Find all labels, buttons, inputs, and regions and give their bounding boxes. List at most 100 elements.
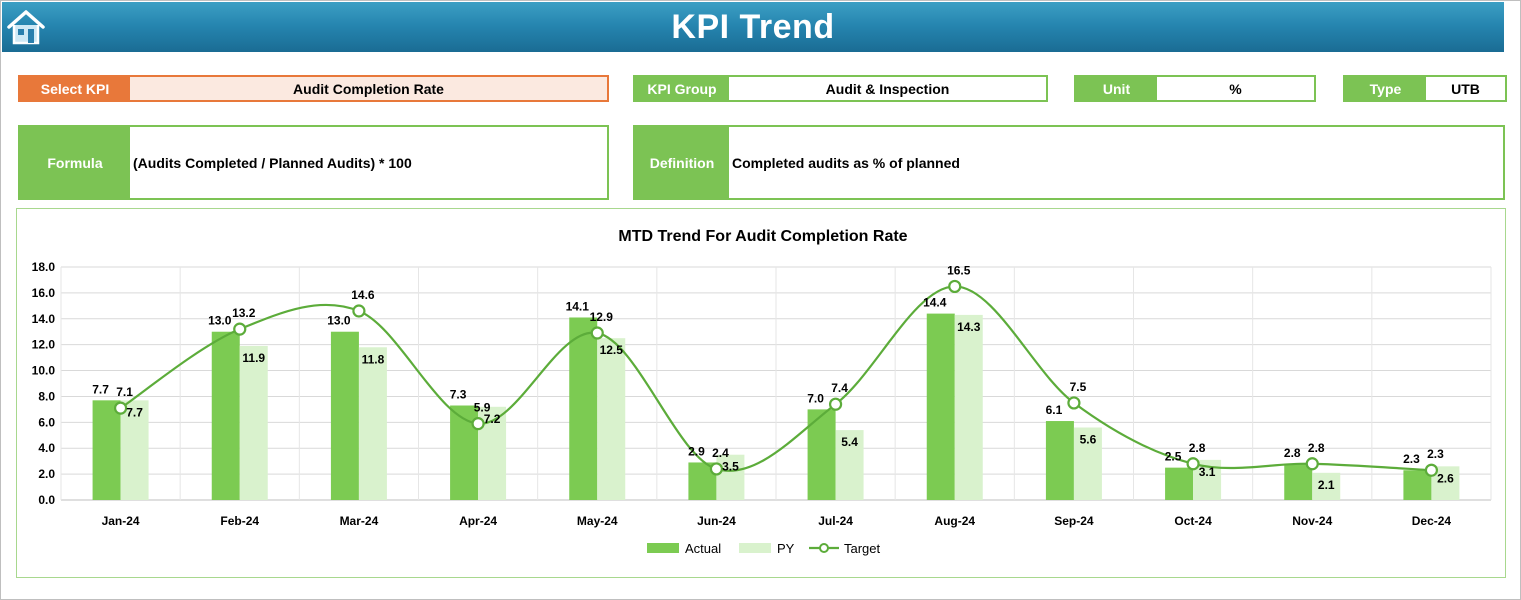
- x-tick-label: Jun-24: [697, 514, 736, 528]
- x-tick-label: May-24: [577, 514, 618, 528]
- target-data-label: 5.9: [474, 401, 491, 415]
- formula-label: Formula: [20, 127, 130, 198]
- actual-data-label: 7.7: [92, 382, 109, 396]
- py-bar: [1312, 472, 1341, 500]
- x-tick-label: Aug-24: [934, 514, 975, 528]
- y-tick-label: 12.0: [32, 338, 56, 352]
- header-bar: KPI Trend: [2, 2, 1504, 52]
- py-data-label: 2.1: [1318, 478, 1335, 492]
- py-bar: [716, 454, 745, 500]
- target-point: [590, 326, 604, 340]
- legend-py-swatch: [739, 543, 771, 553]
- py-bar: [239, 345, 268, 500]
- py-data-label: 5.4: [841, 435, 858, 449]
- target-data-label: 2.3: [1427, 447, 1444, 461]
- py-data-label: 12.5: [600, 343, 624, 357]
- definition-box: Definition Completed audits as % of plan…: [633, 125, 1505, 200]
- target-data-label: 13.2: [232, 306, 256, 320]
- y-tick-label: 0.0: [38, 493, 55, 507]
- x-tick-label: Oct-24: [1174, 514, 1212, 528]
- legend-target-label: Target: [844, 541, 881, 556]
- type-label: Type: [1345, 77, 1426, 100]
- target-point: [828, 397, 843, 411]
- kpi-group-value: Audit & Inspection: [729, 77, 1046, 100]
- target-point: [1424, 463, 1439, 477]
- definition-label: Definition: [635, 127, 729, 198]
- py-data-label: 3.1: [1199, 465, 1216, 479]
- x-tick-label: Sep-24: [1054, 514, 1094, 528]
- target-point: [709, 462, 724, 476]
- actual-data-label: 13.0: [208, 314, 232, 328]
- py-bar: [358, 347, 387, 500]
- x-tick-label: Apr-24: [459, 514, 497, 528]
- actual-bar: [1045, 421, 1074, 500]
- target-data-label: 16.5: [947, 263, 971, 277]
- actual-data-label: 14.4: [923, 296, 947, 310]
- actual-data-label: 2.3: [1403, 452, 1420, 466]
- target-data-label: 7.5: [1070, 380, 1087, 394]
- y-tick-label: 18.0: [32, 260, 56, 274]
- py-data-label: 2.6: [1437, 471, 1454, 485]
- chart-title: MTD Trend For Audit Completion Rate: [618, 228, 907, 245]
- type-field: Type UTB: [1343, 75, 1507, 102]
- actual-data-label: 2.5: [1165, 450, 1182, 464]
- py-data-label: 5.6: [1080, 433, 1097, 447]
- actual-data-label: 7.0: [807, 391, 824, 405]
- actual-bar: [211, 331, 240, 500]
- kpi-group-label: KPI Group: [635, 77, 729, 100]
- target-data-label: 14.6: [351, 288, 375, 302]
- target-point: [1186, 457, 1200, 471]
- target-data-label: 2.8: [1308, 441, 1325, 455]
- y-tick-label: 6.0: [38, 415, 55, 429]
- x-tick-label: Feb-24: [220, 514, 259, 528]
- actual-data-label: 14.1: [566, 299, 590, 313]
- page-title: KPI Trend: [671, 8, 835, 46]
- x-tick-label: Mar-24: [340, 514, 379, 528]
- select-kpi-value[interactable]: Audit Completion Rate: [130, 77, 607, 100]
- type-value: UTB: [1426, 77, 1505, 100]
- unit-label: Unit: [1076, 77, 1157, 100]
- actual-data-label: 2.9: [688, 444, 705, 458]
- py-data-label: 7.7: [126, 405, 143, 419]
- py-bar: [597, 338, 626, 500]
- actual-bar: [926, 313, 955, 500]
- y-tick-label: 14.0: [32, 312, 56, 326]
- y-tick-label: 4.0: [38, 441, 55, 455]
- py-data-label: 7.2: [484, 412, 501, 426]
- target-point: [113, 401, 128, 415]
- target-data-label: 2.8: [1189, 441, 1206, 455]
- actual-data-label: 6.1: [1046, 403, 1063, 417]
- unit-value: %: [1157, 77, 1314, 100]
- legend-target-marker: [819, 543, 829, 553]
- x-tick-label: Nov-24: [1292, 514, 1332, 528]
- unit-field: Unit %: [1074, 75, 1316, 102]
- py-bar: [120, 400, 149, 500]
- py-data-label: 14.3: [957, 320, 981, 334]
- target-data-label: 2.4: [712, 446, 729, 460]
- py-data-label: 3.5: [722, 460, 739, 474]
- target-point: [471, 417, 485, 431]
- formula-box: Formula (Audits Completed / Planned Audi…: [18, 125, 609, 200]
- mtd-trend-chart: MTD Trend For Audit Completion Rate 7.7 7…: [32, 228, 1492, 556]
- py-data-label: 11.8: [362, 352, 385, 366]
- actual-bar: [330, 331, 359, 500]
- chart-panel: MTD Trend For Audit Completion Rate 7.7 7…: [16, 208, 1506, 578]
- legend-py-label: PY: [777, 541, 795, 556]
- x-tick-label: Jan-24: [102, 514, 140, 528]
- formula-value: (Audits Completed / Planned Audits) * 10…: [133, 154, 412, 171]
- legend-actual-label: Actual: [685, 541, 721, 556]
- select-kpi-label: Select KPI: [20, 77, 130, 100]
- target-data-label: 12.9: [590, 310, 614, 324]
- legend-actual-swatch: [647, 543, 679, 553]
- home-icon[interactable]: [5, 7, 47, 47]
- definition-value: Completed audits as % of planned: [732, 154, 960, 171]
- target-point: [352, 304, 366, 318]
- y-tick-label: 2.0: [38, 467, 55, 481]
- select-kpi-field[interactable]: Select KPI Audit Completion Rate: [18, 75, 609, 102]
- py-data-label: 11.9: [242, 351, 265, 365]
- target-data-label: 7.1: [116, 385, 133, 399]
- x-tick-label: Jul-24: [818, 514, 853, 528]
- actual-bar: [1284, 463, 1313, 500]
- py-bar: [835, 430, 864, 500]
- target-data-label: 7.4: [831, 381, 848, 395]
